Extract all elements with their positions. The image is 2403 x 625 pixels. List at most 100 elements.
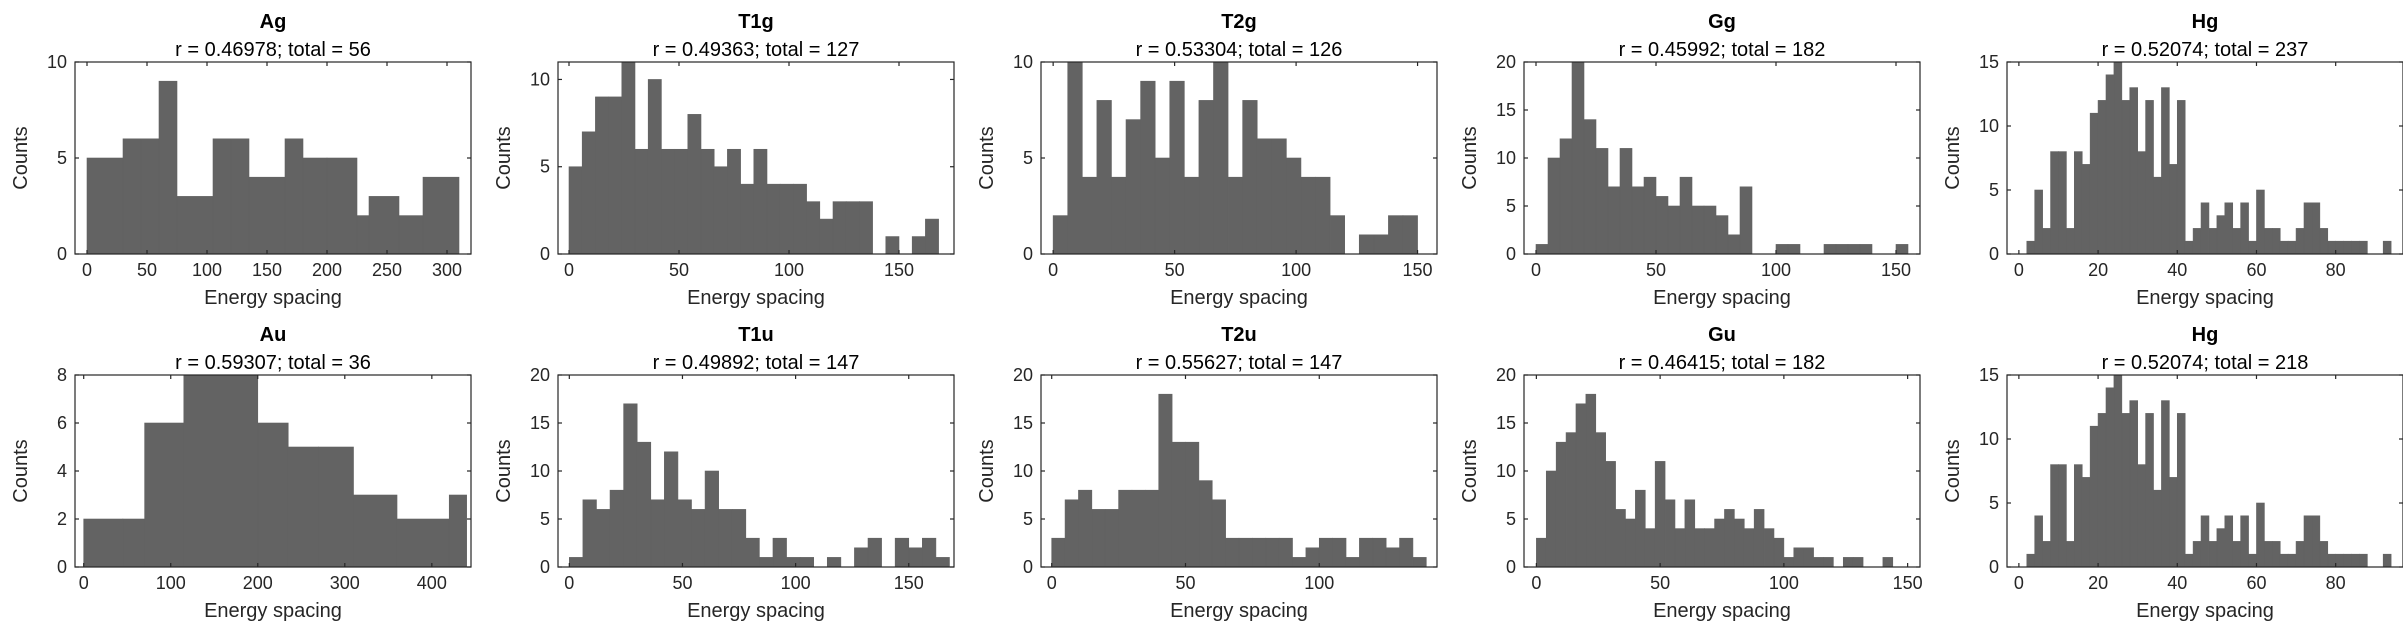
histogram-bar [1278,537,1293,568]
histogram-bar [753,148,768,255]
histogram-bar [1213,61,1229,255]
histogram-bar [582,499,597,568]
x-tick-label: 100 [1769,573,1799,593]
histogram-bar [2137,151,2146,255]
histogram-bar [1169,80,1185,255]
histogram-bar [1734,518,1745,568]
histogram-bar [1145,489,1160,568]
histogram-bar [1585,393,1597,568]
x-tick-label: 50 [669,260,689,280]
x-tick-label: 60 [2246,573,2266,593]
histogram-bar [230,138,250,255]
x-axis-label: Energy spacing [1170,600,1308,622]
chart-subtitle: r = 0.49892; total = 147 [653,352,860,374]
histogram-bar [713,166,728,255]
histogram-bar [1104,509,1119,568]
histogram-bar [122,518,145,568]
x-tick-label: 50 [137,260,157,280]
histogram-bar [2121,413,2131,568]
histogram-bar [745,537,760,568]
x-tick-label: 20 [2088,260,2108,280]
chart-subtitle: r = 0.52074; total = 218 [2102,352,2309,374]
histogram-bar [1345,557,1360,568]
histogram-bar [1252,537,1267,568]
histogram-bar [2137,464,2146,568]
histogram-bar [1315,176,1331,255]
histogram-bar [2208,541,2218,568]
histogram-bar [1715,215,1729,255]
histogram-panel-t1g-2: 0 50 100 150 0 5 10 T1g r = 0.49363; total = 127… [493,11,955,309]
histogram-bar [2034,189,2043,255]
chart-subtitle: r = 0.49363; total = 127 [653,39,860,61]
histogram-bar [740,183,755,255]
histogram-bar [2113,61,2123,255]
histogram-bar [636,441,652,568]
x-tick-label: 150 [1893,573,1923,593]
histogram-bar [1565,432,1577,568]
histogram-bar [1703,205,1717,255]
histogram-bar [1402,215,1418,255]
histogram-bar [1184,176,1200,255]
x-tick-label: 40 [2167,260,2187,280]
histogram-bar [1803,547,1814,568]
y-tick-label: 5 [1989,180,1999,200]
histogram-bar [86,157,124,255]
chart-subtitle: r = 0.46415; total = 182 [1619,352,1826,374]
histogram-bar [2311,202,2321,255]
chart-title: Hg [2192,324,2219,346]
histogram-bar [2335,553,2344,568]
chart-subtitle: r = 0.52074; total = 237 [2102,39,2309,61]
histogram-bar [1743,528,1755,568]
histogram-bar [1111,176,1127,255]
y-tick-label: 2 [57,509,67,529]
histogram-bar [1238,537,1253,568]
histogram-bar [1171,441,1186,568]
chart-title: Au [260,324,287,346]
histogram-bar [2319,541,2329,568]
histogram-bar [1635,489,1646,568]
histogram-panel-gg-4: 0 50 100 150 0 5 10 15 20 Gg r = 0.45992; total = … [1459,11,1921,309]
y-tick-label: 10 [1979,429,1999,449]
y-tick-label: 0 [57,244,67,264]
x-axis-label: Energy spacing [1653,600,1791,622]
histogram-bar [1727,234,1741,255]
histogram-bar [1783,557,1795,568]
y-axis-label: Counts [10,439,32,502]
histogram-bar [302,157,328,255]
x-tick-label: 0 [564,573,574,593]
y-tick-label: 15 [1496,100,1516,120]
y-tick-label: 20 [1496,52,1516,72]
histogram-bar [2184,553,2194,568]
chart-subtitle: r = 0.46978; total = 56 [175,39,371,61]
histogram-bar [2351,240,2360,255]
x-tick-label: 100 [774,260,804,280]
histogram-bar [854,547,869,568]
histogram-bar [2303,202,2313,255]
histogram-bar [1583,119,1597,255]
histogram-bar [1399,537,1414,568]
histogram-bar [2295,541,2305,568]
histogram-bar [1679,176,1693,255]
histogram-bar [1140,80,1156,255]
histogram-bar [1694,528,1705,568]
histogram-bar [1154,157,1171,255]
y-tick-label: 15 [1979,365,1999,385]
chart-title: Gg [1708,11,1736,33]
histogram-bar [2248,553,2257,568]
histogram-bar [661,148,675,255]
x-axis-label: Energy spacing [204,287,342,309]
histogram-bar [1691,205,1705,255]
histogram-bar [1852,557,1864,568]
histogram-bar [2232,228,2241,255]
histogram-bar [596,509,611,568]
histogram-bar [1674,528,1686,568]
histogram-bar [1605,461,1616,568]
histogram-bar [621,61,636,255]
y-tick-label: 5 [1023,509,1033,529]
histogram-bar [2359,553,2368,568]
y-tick-label: 0 [1989,557,1999,577]
histogram-bar [1842,557,1854,568]
x-tick-label: 0 [1048,260,1058,280]
histogram-bar [2089,112,2099,255]
histogram-bar [1631,186,1645,255]
